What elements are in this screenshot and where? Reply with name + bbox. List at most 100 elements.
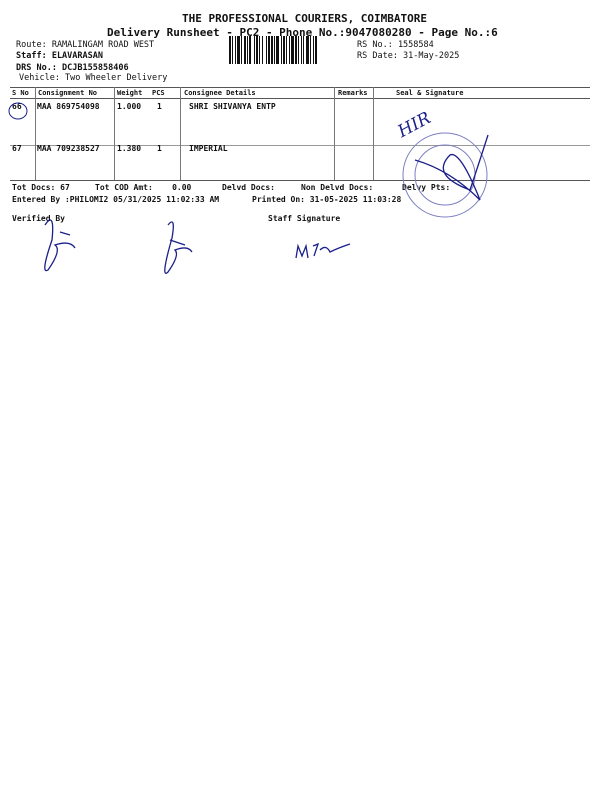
barcode-bar <box>263 36 266 64</box>
row-consignment: MAA 709238527 <box>37 144 100 153</box>
printed-on: Printed On: 31-05-2025 11:03:28 <box>252 195 402 204</box>
row-consignee: SHRI SHIVANYA ENTP <box>189 102 276 111</box>
barcode-bar <box>240 36 241 64</box>
route: Route: RAMALINGAM ROAD WEST <box>16 40 155 50</box>
barcode-bar <box>298 36 299 64</box>
barcode-bar <box>229 36 231 64</box>
total-docs: Tot Docs: 67 <box>12 183 70 192</box>
barcode-bar <box>268 36 270 64</box>
barcode-bar <box>304 36 306 64</box>
barcode-bar <box>274 36 275 64</box>
barcode-bar <box>283 36 285 64</box>
drs-number: DRS No.: DCJB155858406 <box>16 63 129 73</box>
barcode-bar <box>270 36 271 64</box>
barcode-bar <box>258 36 259 64</box>
barcode-bar <box>299 36 301 64</box>
barcode-bar <box>247 36 248 64</box>
barcode-bar <box>317 36 318 64</box>
barcode-bar <box>273 36 274 64</box>
circle-mark <box>8 102 28 120</box>
verified-by-label: Verified By <box>12 214 65 223</box>
column-divider <box>35 87 36 180</box>
barcode-bar <box>279 36 281 64</box>
non-delivered-docs: Non Delvd Docs: <box>301 183 374 192</box>
barcode-bar <box>232 36 233 64</box>
barcode-bar <box>271 36 273 64</box>
vehicle: Vehicle: Two Wheeler Delivery <box>19 73 168 83</box>
row-consignment: MAA 869754098 <box>37 102 100 111</box>
barcode-bar <box>286 36 287 64</box>
barcode-bar <box>260 36 262 64</box>
delivery-points: Delvy Pts: <box>402 183 451 192</box>
total-cod-amount: Tot COD Amt: 0.00 <box>95 183 192 192</box>
column-divider <box>180 87 181 180</box>
barcode-bar <box>295 36 297 64</box>
barcode-bar <box>285 36 286 64</box>
barcode-bar <box>248 36 249 64</box>
barcode-bar <box>275 36 276 64</box>
barcode-bar <box>246 36 247 64</box>
barcode-bar <box>233 36 235 64</box>
col-pcs: PCS <box>152 89 165 97</box>
barcode-bar <box>297 36 298 64</box>
runsheet-subtitle: Delivery Runsheet - PC2 - Phone No.:9047… <box>107 26 498 39</box>
barcode-bar <box>306 36 309 64</box>
barcode-bar <box>235 36 236 64</box>
barcode-bar <box>244 36 246 64</box>
col-remarks: Remarks <box>338 89 368 97</box>
barcode-bar <box>231 36 232 64</box>
staff-signature <box>295 242 351 259</box>
verified-signature-2 <box>164 221 193 274</box>
barcode-bar <box>301 36 302 64</box>
barcode-bar <box>290 36 291 64</box>
barcode-bar <box>303 36 304 64</box>
barcode-bar <box>294 36 295 64</box>
barcode-bar <box>287 36 289 64</box>
barcode-bar <box>242 36 244 64</box>
barcode-bar <box>311 36 313 64</box>
barcode <box>229 36 354 64</box>
barcode-bar <box>310 36 311 64</box>
row-pcs: 1 <box>157 144 162 153</box>
barcode-bar <box>276 36 279 64</box>
row-pcs: 1 <box>157 102 162 111</box>
barcode-bar <box>315 36 317 64</box>
row-weight: 1.380 <box>117 144 142 153</box>
barcode-bar <box>266 36 267 64</box>
row-divider <box>10 145 590 146</box>
col-consignee: Consignee Details <box>184 89 256 97</box>
barcode-bar <box>291 36 294 64</box>
row-sno: 66 <box>12 102 22 111</box>
company-name: THE PROFESSIONAL COURIERS, COIMBATORE <box>182 12 428 25</box>
barcode-bar <box>255 36 256 64</box>
barcode-bar <box>254 36 255 64</box>
rs-number: RS No.: 1558584 <box>357 40 434 50</box>
column-divider <box>373 87 374 180</box>
barcode-bar <box>249 36 251 64</box>
barcode-bar <box>256 36 258 64</box>
row-consignee: IMPERIAL <box>189 144 228 153</box>
staff: Staff: ELAVARASAN <box>16 51 103 61</box>
row-sno: 67 <box>12 144 22 153</box>
row-weight: 1.000 <box>117 102 142 111</box>
seal-signature <box>414 134 489 201</box>
verified-signature-1 <box>44 219 76 272</box>
barcode-bar <box>282 36 283 64</box>
barcode-bar <box>281 36 282 64</box>
col-weight: Weight <box>117 89 143 97</box>
col-sno: S No <box>12 89 29 97</box>
barcode-bar <box>241 36 242 64</box>
barcode-bar <box>259 36 260 64</box>
barcode-bar <box>262 36 263 64</box>
col-seal-signature: Seal & Signature <box>396 89 464 97</box>
barcode-bar <box>251 36 254 64</box>
staff-signature-label: Staff Signature <box>268 214 341 223</box>
barcode-bar <box>237 36 240 64</box>
delivered-docs: Delvd Docs: <box>222 183 275 192</box>
barcode-bar <box>313 36 314 64</box>
barcode-bar <box>236 36 237 64</box>
barcode-bar <box>267 36 268 64</box>
column-divider <box>334 87 335 180</box>
